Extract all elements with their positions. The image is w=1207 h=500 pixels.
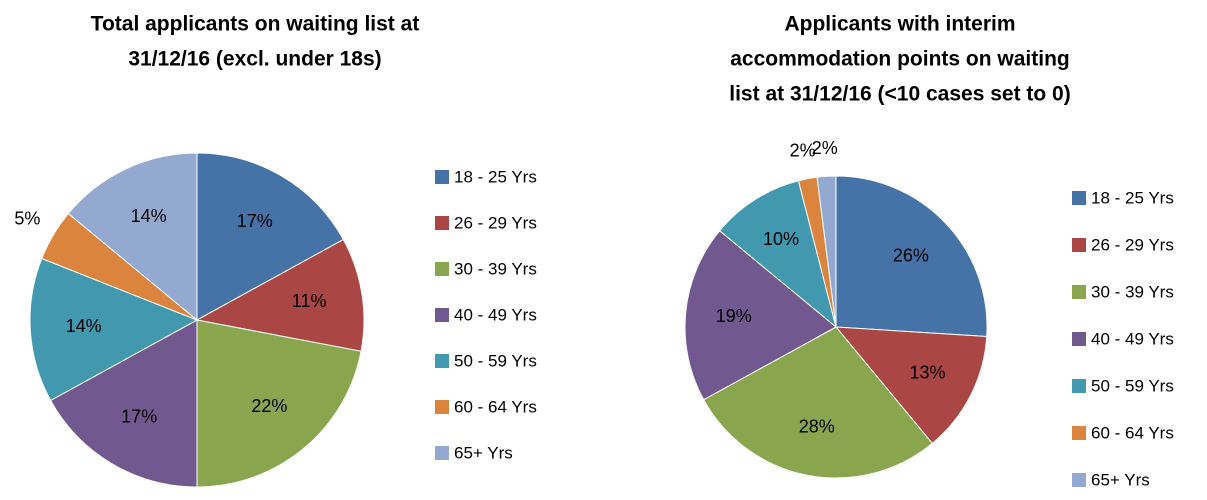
- data-label: 14%: [66, 316, 102, 336]
- pie-slice: [67, 152, 198, 322]
- legend-label: 26 - 29 Yrs: [454, 213, 537, 232]
- legend-swatch: [1072, 379, 1086, 393]
- data-label: 11%: [292, 291, 327, 311]
- legend-label: 40 - 49 Yrs: [1091, 329, 1174, 348]
- legend-label: 26 - 29 Yrs: [1091, 235, 1174, 254]
- pie-slice: [29, 257, 199, 402]
- legend-label: 30 - 39 Yrs: [1091, 282, 1174, 301]
- chart-title: 31/12/16 (excl. under 18s): [128, 48, 381, 71]
- chart-title: accommodation points on waiting: [730, 48, 1070, 71]
- data-label: 17%: [237, 211, 273, 231]
- pie-slice: [834, 326, 988, 445]
- pie-slice: [195, 238, 365, 352]
- data-label: 5%: [14, 208, 40, 228]
- legend-label: 18 - 25 Yrs: [1091, 188, 1174, 207]
- legend-swatch: [1072, 426, 1086, 440]
- pie-slice: [816, 175, 837, 328]
- legend-swatch: [1072, 285, 1086, 299]
- legend-label: 65+ Yrs: [1091, 470, 1150, 489]
- legend-swatch: [1072, 191, 1086, 205]
- chart-title: Total applicants on waiting list at: [91, 13, 420, 36]
- legend-label: 60 - 64 Yrs: [1091, 423, 1174, 442]
- pie-slice: [702, 326, 933, 479]
- data-label: 10%: [763, 229, 799, 249]
- pie-slice: [196, 319, 362, 488]
- pie-slice: [196, 152, 345, 321]
- legend-label: 30 - 39 Yrs: [454, 259, 537, 278]
- data-label: 26%: [893, 245, 929, 265]
- legend-swatch: [1072, 238, 1086, 252]
- legend-swatch: [435, 446, 449, 460]
- data-label: 22%: [251, 396, 287, 416]
- data-label: 17%: [121, 406, 157, 426]
- legend-label: 18 - 25 Yrs: [454, 167, 537, 186]
- legend-swatch: [435, 354, 449, 368]
- data-label: 14%: [131, 206, 167, 226]
- data-label: 13%: [909, 362, 945, 382]
- legend-swatch: [1072, 473, 1086, 487]
- legend-swatch: [435, 216, 449, 230]
- chart-title: Applicants with interim: [784, 13, 1015, 36]
- pie-slice: [718, 180, 837, 329]
- data-label: 28%: [799, 417, 835, 437]
- legend-label: 50 - 59 Yrs: [1091, 376, 1174, 395]
- legend-label: 50 - 59 Yrs: [454, 351, 537, 370]
- pie-slice: [684, 230, 837, 401]
- legend-label: 60 - 64 Yrs: [454, 397, 537, 416]
- legend-swatch: [435, 308, 449, 322]
- data-label: 19%: [716, 306, 752, 326]
- pie-slice: [835, 175, 988, 338]
- data-label: 2%: [790, 141, 816, 161]
- legend-swatch: [435, 262, 449, 276]
- legend-swatch: [435, 400, 449, 414]
- legend-label: 40 - 49 Yrs: [454, 305, 537, 324]
- chart-title: list at 31/12/16 (<10 cases set to 0): [729, 83, 1070, 106]
- pie-slice: [49, 319, 198, 488]
- legend-label: 65+ Yrs: [454, 443, 513, 462]
- legend-swatch: [435, 170, 449, 184]
- data-label: 2%: [812, 138, 838, 158]
- legend-swatch: [1072, 332, 1086, 346]
